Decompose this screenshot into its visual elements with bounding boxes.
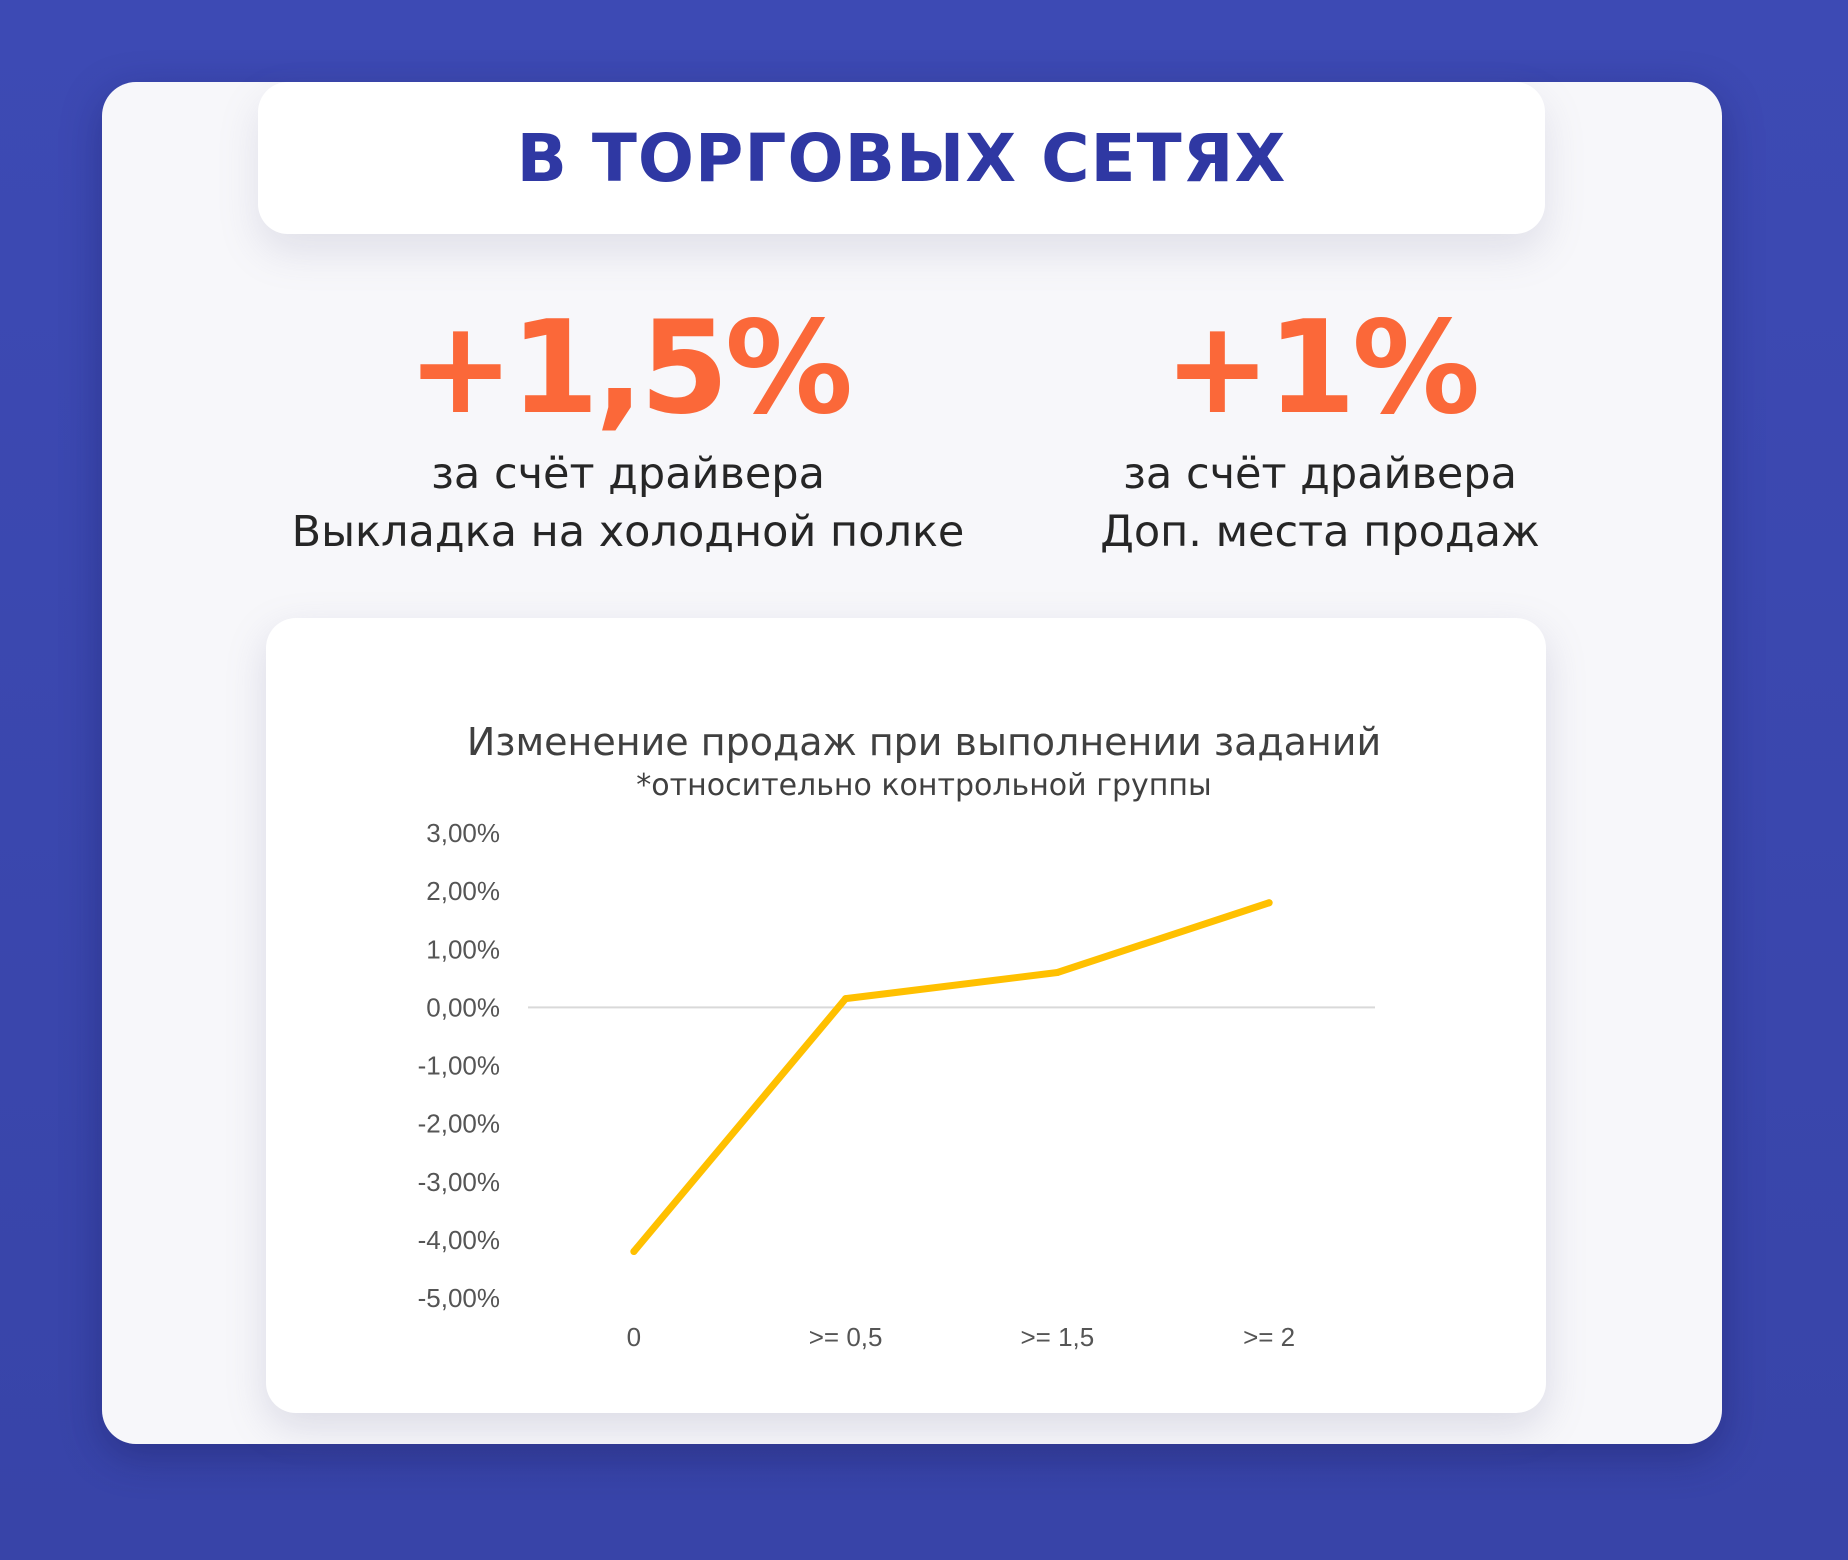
chart-subtitle: *относительно контрольной группы [636, 768, 1212, 803]
stat-value: +1% [1163, 294, 1481, 443]
data-point [1265, 899, 1273, 907]
stat-caption-line1: за счёт драйвера [431, 449, 825, 499]
y-tick-label: -5,00% [418, 1283, 500, 1313]
y-tick-label: -4,00% [418, 1225, 500, 1255]
data-point [630, 1248, 638, 1255]
title-card: В ТОРГОВЫХ СЕТЯХ [258, 82, 1545, 234]
stat-block-cold-shelf: +1,5% за счёт драйвера Выкладка на холод… [258, 305, 998, 561]
stat-block-extra-places: +1% за счёт драйвера Доп. места продаж [1060, 305, 1580, 561]
y-tick-label: 0,00% [426, 992, 500, 1022]
y-tick-label: -3,00% [418, 1167, 500, 1197]
x-tick-label: >= 2 [1243, 1322, 1295, 1352]
y-tick-label: 1,00% [426, 934, 500, 964]
series-line [630, 899, 1273, 1255]
x-tick-label: >= 0,5 [809, 1322, 883, 1352]
x-tick-label: 0 [627, 1322, 641, 1352]
data-point [842, 995, 850, 1003]
y-tick-label: -2,00% [418, 1109, 500, 1139]
stat-caption-line2: Доп. места продаж [1100, 507, 1540, 557]
y-tick-label: -1,00% [418, 1051, 500, 1081]
stat-caption-line2: Выкладка на холодной полке [291, 507, 965, 557]
chart-card [266, 618, 1546, 1413]
chart-title: Изменение продаж при выполнении заданий [466, 720, 1382, 764]
x-tick-label: >= 1,5 [1021, 1322, 1095, 1352]
page-title: В ТОРГОВЫХ СЕТЯХ [516, 119, 1287, 197]
stat-value: +1,5% [406, 294, 853, 443]
y-tick-label: 2,00% [426, 876, 500, 906]
y-tick-label: 3,00% [426, 818, 500, 848]
stat-caption-line1: за счёт драйвера [1123, 449, 1517, 499]
data-point [1053, 969, 1061, 976]
